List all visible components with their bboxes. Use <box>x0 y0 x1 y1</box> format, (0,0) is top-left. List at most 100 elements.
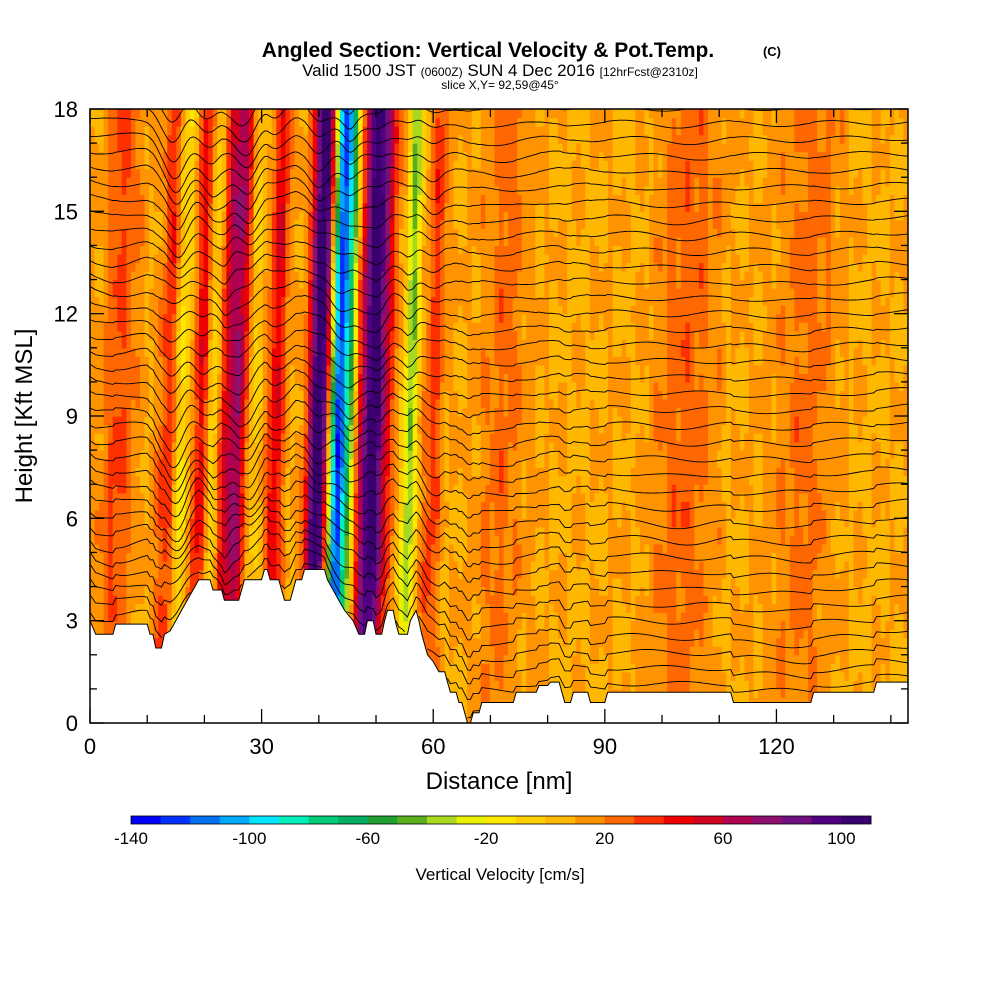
velocity-cell <box>776 620 782 630</box>
velocity-cell <box>285 526 291 536</box>
velocity-cell <box>544 578 550 588</box>
velocity-cell <box>199 543 205 554</box>
velocity-cell <box>576 663 582 673</box>
velocity-cell <box>712 578 718 588</box>
velocity-cell <box>149 578 155 588</box>
velocity-cell <box>808 586 814 596</box>
velocity-cell <box>808 671 814 681</box>
velocity-cell <box>708 680 714 690</box>
velocity-cell <box>467 484 473 494</box>
velocity-cell <box>308 560 314 571</box>
velocity-cell <box>839 637 845 647</box>
velocity-cell <box>553 484 559 494</box>
velocity-cell <box>571 637 577 647</box>
velocity-cell <box>335 501 341 511</box>
velocity-cell <box>458 484 464 494</box>
velocity-cell <box>689 671 696 681</box>
velocity-cell <box>489 654 496 664</box>
velocity-cell <box>858 637 864 647</box>
velocity-cell <box>435 484 441 494</box>
velocity-cell <box>608 535 614 545</box>
velocity-cell <box>453 535 459 545</box>
velocity-cell <box>808 595 814 605</box>
velocity-cell <box>785 543 791 554</box>
velocity-cell <box>630 484 636 494</box>
velocity-cell <box>462 560 468 571</box>
velocity-cell <box>512 637 518 647</box>
velocity-cell <box>371 595 377 605</box>
velocity-cell <box>730 612 736 622</box>
velocity-cell <box>462 637 468 647</box>
velocity-cell <box>308 492 314 502</box>
velocity-cell <box>544 569 550 579</box>
velocity-cell <box>421 518 427 528</box>
velocity-cell <box>826 612 832 622</box>
velocity-cell <box>671 586 677 596</box>
velocity-cell <box>399 526 405 536</box>
velocity-cell <box>876 595 882 605</box>
velocity-cell <box>589 552 596 562</box>
velocity-cell <box>508 586 514 596</box>
velocity-cell <box>508 552 514 562</box>
velocity-cell <box>162 603 168 613</box>
velocity-cell <box>739 637 745 647</box>
velocity-cell <box>162 586 168 596</box>
velocity-cell <box>794 697 800 707</box>
velocity-cell <box>585 612 591 622</box>
velocity-cell <box>739 612 745 622</box>
velocity-cell <box>108 492 114 502</box>
velocity-cell <box>503 663 509 673</box>
velocity-cell <box>139 595 146 605</box>
velocity-cell <box>644 535 650 545</box>
velocity-cell <box>426 595 432 605</box>
velocity-cell <box>303 518 309 528</box>
velocity-cell <box>903 620 908 630</box>
velocity-cell <box>539 543 546 554</box>
velocity-cell <box>149 569 155 579</box>
velocity-cell <box>121 578 127 588</box>
velocity-cell <box>358 518 364 528</box>
velocity-cell <box>499 680 505 690</box>
velocity-cell <box>149 543 155 554</box>
velocity-cell <box>785 637 791 647</box>
velocity-cell <box>453 637 459 647</box>
velocity-cell <box>739 569 745 579</box>
velocity-cell <box>394 518 400 528</box>
velocity-cell <box>735 654 741 664</box>
velocity-cell <box>753 560 759 571</box>
velocity-cell <box>226 492 232 502</box>
velocity-cell <box>862 671 868 681</box>
velocity-cell <box>439 560 446 571</box>
velocity-cell <box>185 586 191 596</box>
velocity-cell <box>189 526 196 536</box>
velocity-cell <box>144 501 150 511</box>
velocity-cell <box>512 484 518 494</box>
velocity-cell <box>667 509 673 519</box>
velocity-cell <box>449 484 455 494</box>
velocity-cell <box>562 646 568 656</box>
velocity-cell <box>808 578 814 588</box>
velocity-cell <box>471 697 477 707</box>
velocity-cell <box>798 543 805 554</box>
velocity-cell <box>471 578 477 588</box>
velocity-cell <box>267 552 273 562</box>
velocity-cell <box>389 518 396 528</box>
velocity-cell <box>171 612 177 622</box>
velocity-cell <box>685 637 691 647</box>
velocity-cell <box>503 671 509 681</box>
velocity-cell <box>621 595 627 605</box>
velocity-cell <box>503 637 509 647</box>
velocity-cell <box>639 671 646 681</box>
velocity-cell <box>121 603 127 613</box>
velocity-cell <box>658 552 664 562</box>
velocity-cell <box>708 654 714 664</box>
velocity-cell <box>135 603 141 613</box>
velocity-cell <box>235 509 241 519</box>
velocity-cell <box>176 603 182 613</box>
velocity-cell <box>639 603 646 613</box>
velocity-cell <box>639 509 646 519</box>
velocity-cell <box>894 629 900 639</box>
velocity-cell <box>90 569 96 579</box>
velocity-cell <box>853 501 859 511</box>
velocity-cell <box>294 518 300 528</box>
